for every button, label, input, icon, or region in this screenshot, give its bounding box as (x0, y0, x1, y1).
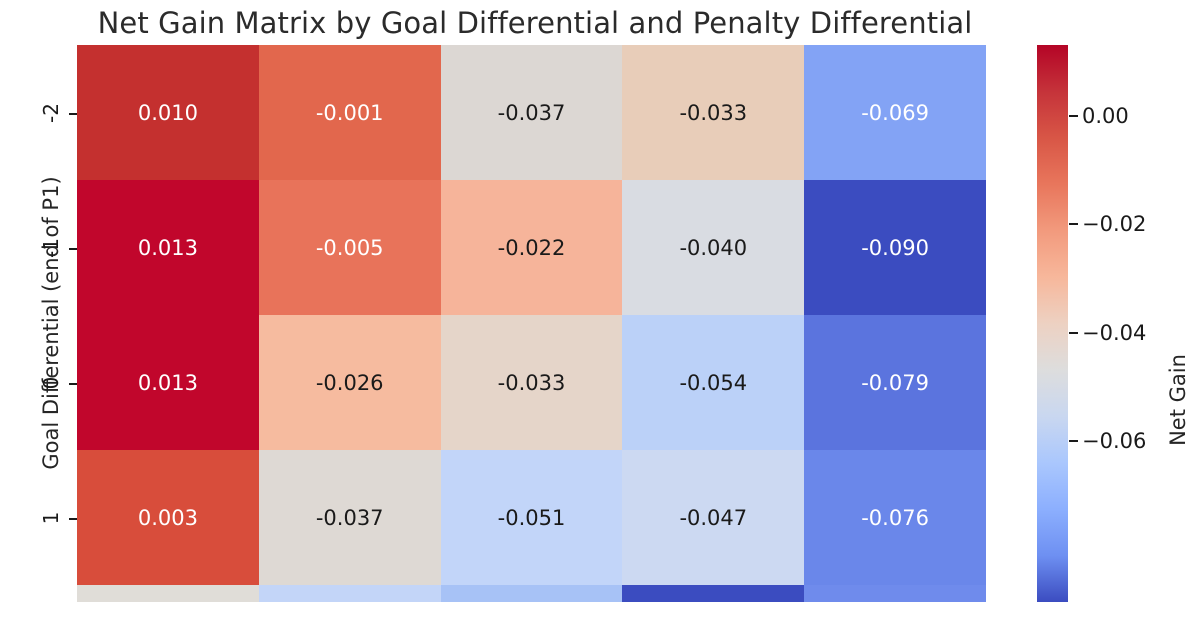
colorbar (1037, 45, 1068, 602)
heatmap-cell (77, 585, 259, 602)
heatmap-cell-value: -0.069 (861, 100, 929, 125)
heatmap-cell (804, 585, 986, 602)
y-axis-tick-mark (69, 247, 77, 250)
heatmap-cell: -0.037 (440, 45, 623, 180)
heatmap-cell (440, 585, 623, 602)
heatmap-cell (258, 585, 441, 602)
heatmap-cell-value: -0.037 (315, 505, 384, 530)
y-axis-tick-mark (69, 517, 77, 520)
colorbar-tick-mark (1069, 331, 1078, 334)
heatmap-cell-value: 0.003 (137, 505, 198, 530)
heatmap-cell-value: -0.033 (679, 100, 748, 125)
heatmap-cell-value: -0.079 (861, 370, 929, 395)
heatmap-cell: -0.069 (804, 45, 986, 180)
heatmap-cell: -0.026 (258, 315, 441, 450)
colorbar-tick-label: 0.00 (1082, 104, 1129, 129)
heatmap-cell: 0.003 (77, 450, 259, 585)
heatmap-cell-value: 0.013 (137, 370, 198, 395)
heatmap-cell: 0.013 (77, 315, 259, 450)
colorbar-tick-label: −0.04 (1082, 320, 1147, 345)
heatmap-cell-value: -0.037 (497, 100, 566, 125)
heatmap-cell (622, 585, 805, 602)
heatmap-cell: -0.033 (622, 45, 805, 180)
heatmap-cell: -0.079 (804, 315, 986, 450)
heatmap-cell: -0.001 (258, 45, 441, 180)
heatmap-cell-value: -0.040 (679, 235, 748, 260)
heatmap-cell: -0.040 (622, 180, 805, 315)
heatmap-cell: -0.051 (440, 450, 623, 585)
y-axis-tick-mark (69, 112, 77, 115)
heatmap-cell-value: -0.026 (315, 370, 384, 395)
colorbar-tick-label: −0.02 (1082, 212, 1147, 237)
y-axis-tick-label: -1 (39, 237, 63, 258)
colorbar-gradient (1037, 45, 1068, 602)
heatmap-cell: -0.054 (622, 315, 805, 450)
heatmap-cell-value: -0.022 (497, 235, 566, 260)
heatmap-cell-value: -0.054 (679, 370, 748, 395)
heatmap-figure: Net Gain Matrix by Goal Differential and… (39, 6, 1190, 602)
heatmap-cell: 0.010 (77, 45, 259, 180)
y-axis-tick-label: -2 (39, 102, 63, 123)
heatmap-cell-value: 0.013 (137, 235, 198, 260)
y-axis-tick-label: 0 (39, 376, 63, 389)
page-title: Net Gain Matrix by Goal Differential and… (97, 6, 973, 40)
heatmap-cell: -0.005 (258, 180, 441, 315)
heatmap-cell: -0.037 (258, 450, 441, 585)
colorbar-tick-mark (1069, 439, 1078, 442)
heatmap-cell: -0.090 (804, 180, 986, 315)
heatmap-cell-value: -0.005 (315, 235, 384, 260)
heatmap-grid: 0.010 -0.001 -0.037 -0.033 -0.069 0.013 -0.005… (77, 45, 986, 602)
heatmap-cell-value: -0.076 (861, 505, 929, 530)
heatmap-cell-value: -0.047 (679, 505, 748, 530)
heatmap-cell-value: -0.090 (861, 235, 929, 260)
heatmap-cell-value: -0.033 (497, 370, 566, 395)
heatmap-cell: -0.022 (440, 180, 623, 315)
y-axis-tick-mark (69, 382, 77, 385)
colorbar-tick-mark (1069, 115, 1078, 118)
heatmap-cell-value: -0.001 (315, 100, 384, 125)
colorbar-label: Net Gain (1166, 354, 1190, 446)
heatmap-cell: -0.047 (622, 450, 805, 585)
y-axis-tick-label: 1 (39, 511, 63, 524)
heatmap-cell-value: -0.051 (497, 505, 566, 530)
heatmap-cell-value: 0.010 (137, 100, 198, 125)
heatmap-cell: -0.076 (804, 450, 986, 585)
heatmap-cell: 0.013 (77, 180, 259, 315)
colorbar-tick-mark (1069, 223, 1078, 226)
heatmap-cell: -0.033 (440, 315, 623, 450)
colorbar-tick-label: −0.06 (1082, 428, 1147, 453)
